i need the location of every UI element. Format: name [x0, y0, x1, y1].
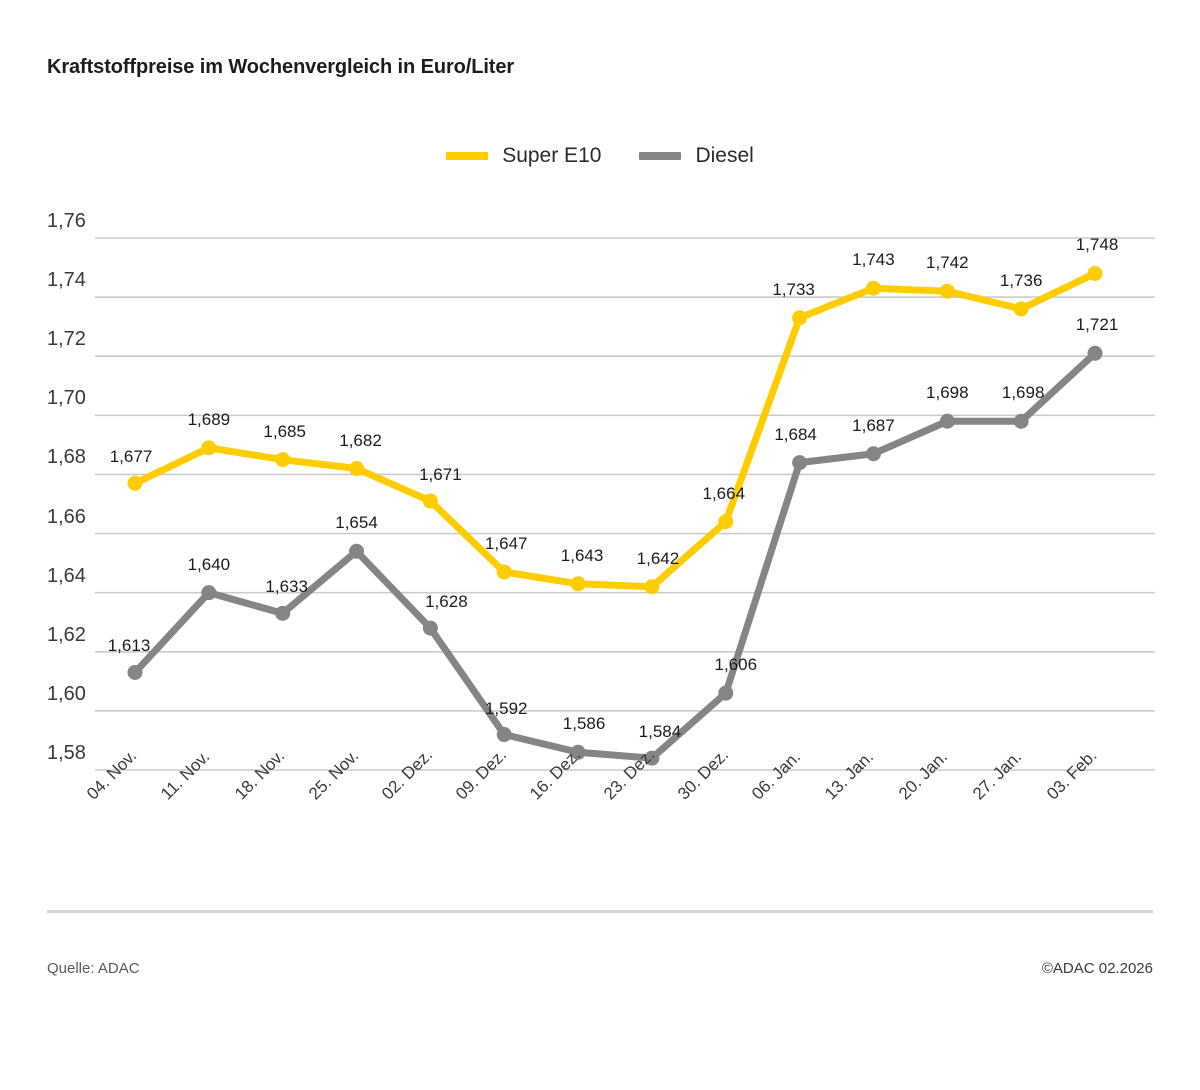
data-point[interactable]: [718, 514, 734, 530]
data-point-label: 1,742: [926, 253, 969, 273]
y-axis-tick-label: 1,76: [47, 210, 86, 232]
data-point[interactable]: [496, 727, 512, 743]
y-axis-tick-label: 1,62: [47, 623, 86, 646]
data-point-label: 1,684: [774, 424, 817, 444]
data-point[interactable]: [792, 310, 808, 326]
data-point[interactable]: [644, 750, 660, 766]
series-line-super-e10: [131, 269, 1099, 591]
data-point-label: 1,736: [999, 270, 1043, 290]
data-point-label: 1,687: [852, 415, 895, 435]
y-axis-tick-label: 1,74: [47, 269, 86, 292]
data-point[interactable]: [792, 455, 808, 471]
source-note: Quelle: ADAC: [47, 960, 140, 977]
data-point[interactable]: [127, 475, 143, 491]
footer-divider: [47, 910, 1153, 913]
data-point[interactable]: [718, 685, 734, 701]
data-point-label: 1,748: [1075, 235, 1119, 255]
data-point[interactable]: [939, 283, 955, 299]
copyright-note: ©ADAC 02.2026: [1041, 960, 1153, 977]
data-point-label: 1,584: [638, 722, 682, 742]
legend-item-super-e10[interactable]: Super E10: [446, 144, 601, 168]
legend-label-super-e10: Super E10: [502, 144, 602, 167]
data-point[interactable]: [201, 585, 217, 601]
data-point-label: 1,664: [702, 483, 746, 503]
data-point[interactable]: [275, 605, 291, 621]
data-point-label: 1,743: [852, 250, 895, 270]
legend-item-diesel[interactable]: Diesel: [639, 144, 754, 168]
series-line-diesel: [131, 349, 1099, 762]
y-axis-tick-label: 1,70: [47, 387, 86, 410]
data-point-label: 1,647: [484, 533, 528, 553]
data-point[interactable]: [939, 413, 955, 429]
data-point[interactable]: [644, 579, 660, 595]
y-axis-tick-label: 1,60: [47, 682, 86, 705]
data-point-label: 1,682: [339, 430, 382, 450]
data-point-label: 1,689: [187, 409, 231, 429]
data-point[interactable]: [349, 543, 365, 559]
data-point-label: 1,698: [926, 383, 969, 403]
y-axis-tick-label: 1,72: [47, 328, 86, 351]
data-point-label: 1,592: [484, 698, 528, 718]
data-point-label: 1,633: [265, 577, 308, 597]
data-point-label: 1,643: [560, 545, 604, 565]
data-point[interactable]: [865, 446, 881, 462]
data-point-label: 1,642: [636, 548, 680, 568]
data-point-label: 1,613: [107, 636, 151, 656]
data-point-label: 1,628: [425, 592, 468, 612]
data-point[interactable]: [422, 620, 438, 636]
data-point[interactable]: [1013, 301, 1029, 317]
legend-swatch-super-e10: [446, 152, 489, 160]
data-point[interactable]: [1013, 413, 1029, 429]
data-point-label: 1,721: [1075, 315, 1119, 335]
y-axis-tick-label: 1,66: [47, 505, 86, 528]
chart-legend: Super E10 Diesel: [0, 144, 1200, 168]
data-point-label: 1,685: [263, 421, 306, 441]
data-point-label: 1,733: [772, 279, 815, 299]
data-point[interactable]: [865, 280, 881, 296]
data-point-label: 1,606: [714, 655, 758, 675]
data-point[interactable]: [201, 440, 217, 456]
data-point-label: 1,640: [187, 554, 231, 574]
legend-swatch-diesel: [639, 152, 682, 160]
data-point[interactable]: [570, 576, 586, 592]
legend-label-diesel: Diesel: [695, 144, 754, 167]
data-point[interactable]: [496, 564, 512, 580]
data-point[interactable]: [127, 664, 143, 680]
data-point-label: 1,677: [109, 447, 153, 467]
data-point[interactable]: [1087, 345, 1103, 361]
y-axis-tick-label: 1,68: [47, 446, 86, 469]
data-point[interactable]: [570, 744, 586, 760]
data-point-label: 1,671: [419, 465, 462, 485]
data-point[interactable]: [349, 461, 365, 477]
data-point-label: 1,654: [335, 513, 378, 533]
data-point[interactable]: [275, 452, 291, 468]
data-point[interactable]: [1087, 265, 1103, 281]
data-point-label: 1,586: [562, 714, 606, 734]
page-title: Kraftstoffpreise im Wochenvergleich in E…: [47, 56, 515, 78]
data-point-label: 1,698: [1001, 383, 1045, 403]
data-point[interactable]: [422, 493, 438, 509]
y-axis-tick-label: 1,58: [47, 742, 86, 764]
y-axis-tick-label: 1,64: [47, 564, 86, 587]
